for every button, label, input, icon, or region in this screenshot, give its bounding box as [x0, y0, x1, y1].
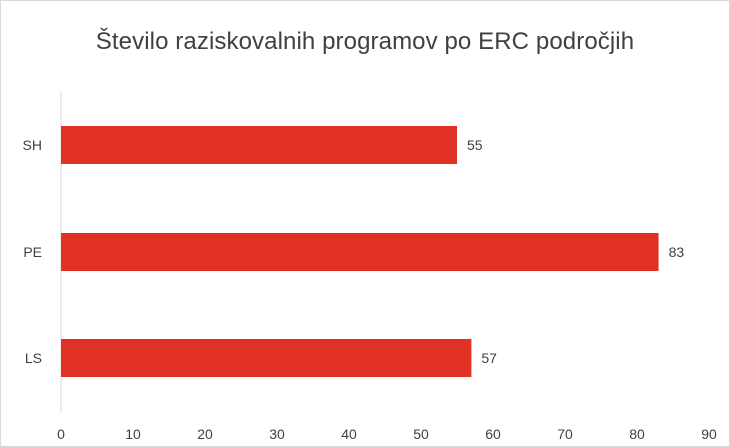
- x-tick-label: 0: [57, 426, 65, 442]
- category-label-ls: LS: [25, 350, 42, 366]
- x-tick-label: 40: [341, 426, 357, 442]
- x-tick-labels: 0 10 20 30 40 50 60 70 80 90: [57, 426, 717, 442]
- x-tick-label: 80: [629, 426, 645, 442]
- bar-ls: [61, 339, 472, 377]
- bar-sh: [61, 126, 457, 164]
- bars-group: SH 55 PE 83 LS 57: [23, 126, 685, 377]
- bar-pe: [61, 233, 659, 271]
- x-tick-label: 20: [197, 426, 213, 442]
- category-label-sh: SH: [23, 137, 42, 153]
- x-tick-label: 30: [269, 426, 285, 442]
- data-label-sh: 55: [467, 137, 483, 153]
- x-tick-label: 90: [701, 426, 717, 442]
- category-label-pe: PE: [23, 244, 42, 260]
- x-tick-label: 60: [485, 426, 501, 442]
- data-label-pe: 83: [669, 244, 685, 260]
- data-label-ls: 57: [481, 350, 497, 366]
- x-tick-label: 50: [413, 426, 429, 442]
- chart-title: Število raziskovalnih programov po ERC p…: [95, 28, 635, 55]
- x-tick-label: 70: [557, 426, 573, 442]
- x-tick-label: 10: [125, 426, 141, 442]
